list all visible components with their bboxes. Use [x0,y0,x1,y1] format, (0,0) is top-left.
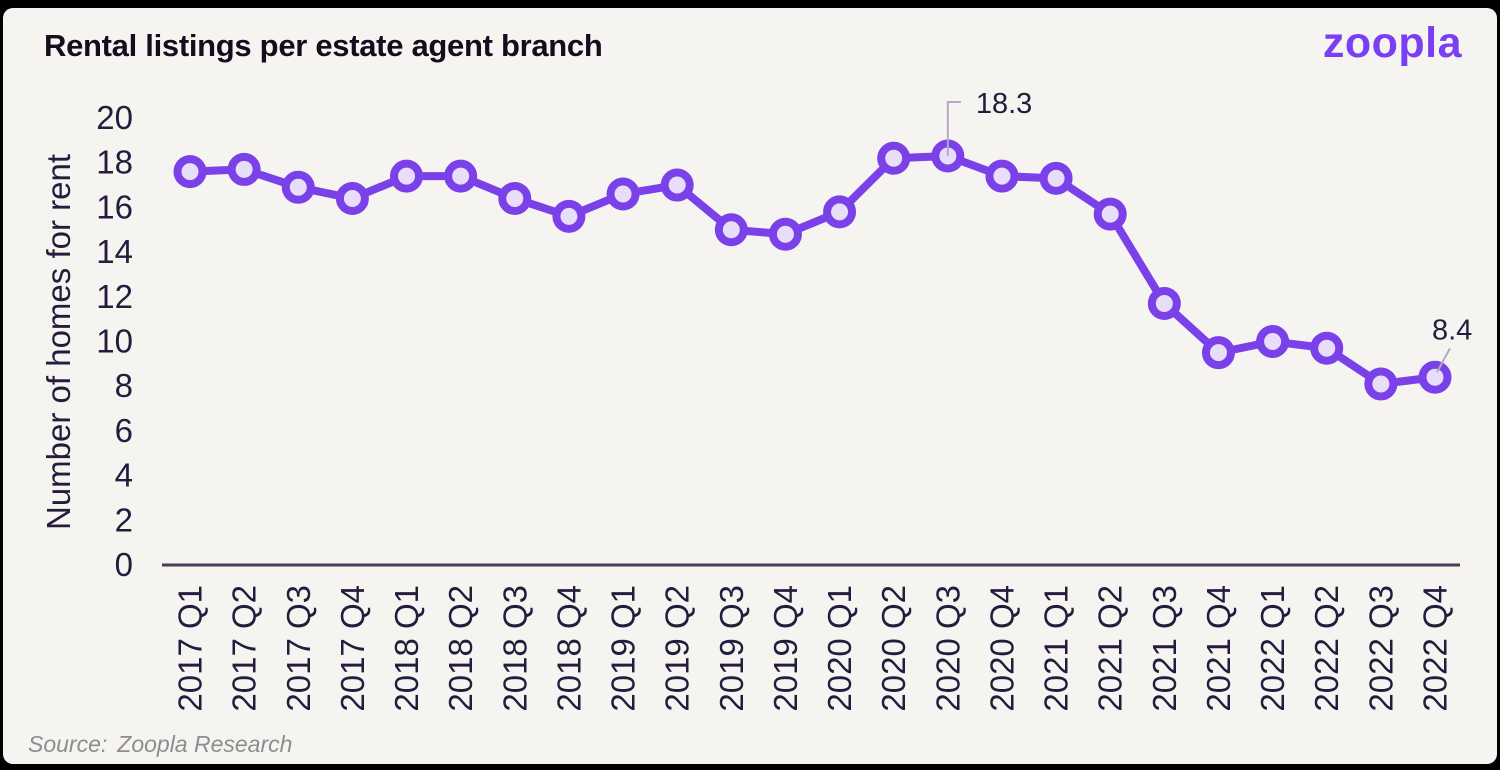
data-point [390,159,424,193]
x-tick-label: 2018 Q1 [388,585,425,712]
x-tick-label: 2022 Q3 [1362,585,1399,712]
data-point [985,159,1019,193]
source-note: Source: Zoopla Research [28,731,292,758]
x-tick-label: 2020 Q4 [983,585,1020,712]
data-point [1364,367,1398,401]
y-tick-label: 16 [96,188,133,225]
x-tick-label: 2021 Q1 [1038,585,1075,712]
data-point [335,181,369,215]
data-point [444,159,478,193]
x-tick-label: 2017 Q2 [226,585,263,712]
data-point [1093,197,1127,231]
y-axis-title: Number of homes for rent [40,154,77,530]
y-tick-label: 8 [115,367,133,404]
data-point [877,141,911,175]
data-point [227,152,261,186]
data-point [1039,161,1073,195]
data-point [1147,287,1181,321]
x-tick-label: 2020 Q3 [929,585,966,712]
data-point [714,213,748,247]
x-tick-label: 2018 Q2 [442,585,479,712]
x-tick-label: 2022 Q2 [1308,585,1345,712]
annotation-label: 18.3 [976,88,1032,120]
x-tick-label: 2021 Q3 [1146,585,1183,712]
y-tick-label: 20 [96,99,133,136]
chart-title: Rental listings per estate agent branch [44,28,603,63]
x-tick-label: 2020 Q2 [875,585,912,712]
x-tick-label: 2019 Q1 [605,585,642,712]
y-tick-label: 6 [115,412,133,449]
y-tick-label: 0 [115,546,133,583]
y-tick-label: 2 [115,501,133,538]
x-tick-label: 2017 Q1 [172,585,209,712]
annotation-label: 8.4 [1432,314,1472,346]
x-tick-label: 2022 Q1 [1254,585,1291,712]
data-point [768,217,802,251]
data-point [552,199,586,233]
zoopla-logo: zoopla [1322,19,1462,67]
x-tick-label: 2021 Q2 [1092,585,1129,712]
x-tick-label: 2022 Q4 [1416,585,1453,712]
data-point [1201,336,1235,370]
data-point [823,195,857,229]
data-point [1310,331,1344,365]
x-tick-label: 2019 Q2 [659,585,696,712]
x-tick-label: 2020 Q1 [821,585,858,712]
y-tick-label: 18 [96,144,133,181]
x-tick-label: 2017 Q3 [280,585,317,712]
data-point [1418,360,1452,394]
y-tick-label: 12 [96,278,133,315]
source-label: Source: [28,731,108,757]
data-point [660,168,694,202]
y-tick-label: 14 [96,233,133,270]
x-tick-label: 2021 Q4 [1200,585,1237,712]
data-point [606,177,640,211]
data-point [173,155,207,189]
x-tick-label: 2018 Q4 [550,585,587,712]
x-tick-label: 2019 Q4 [767,585,804,712]
x-tick-label: 2018 Q3 [496,585,533,712]
data-point [281,170,315,204]
y-tick-label: 10 [96,323,133,360]
y-tick-label: 4 [115,457,133,494]
annotation-callout-line [946,101,961,156]
series-line [186,151,1439,388]
x-tick-label: 2019 Q3 [713,585,750,712]
data-point [1256,325,1290,358]
annotation-callout-line [1436,347,1451,373]
data-point [498,181,532,215]
source-value: Zoopla Research [117,731,293,757]
chart-card [3,8,1497,764]
x-tick-label: 2017 Q4 [334,585,371,712]
